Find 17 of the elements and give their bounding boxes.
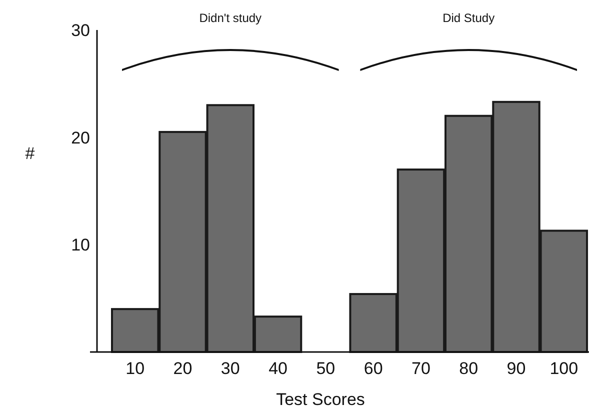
y-tick-label: 10 [71,236,90,255]
text: Did Study [442,11,495,25]
y-tick-label: 30 [71,20,90,40]
x-axis-title: Test Scores [276,390,365,409]
x-tick-label: 70 [412,359,430,378]
x-tick-label: 30 [220,359,240,378]
x-tick-label: 80 [459,359,478,378]
y-tick-label: 20 [71,128,90,148]
x-tick-label: 40 [268,359,288,378]
x-tick-label: 60 [364,359,383,378]
x-tick-label: 90 [506,359,526,378]
x-tick-label: 10 [126,359,145,378]
x-tick-label: 50 [316,359,336,378]
x-tick-label: 20 [173,359,192,378]
text: Didn't study [199,11,262,25]
y-axis-title: # [25,144,36,163]
x-tick-label: 100 [550,359,578,378]
